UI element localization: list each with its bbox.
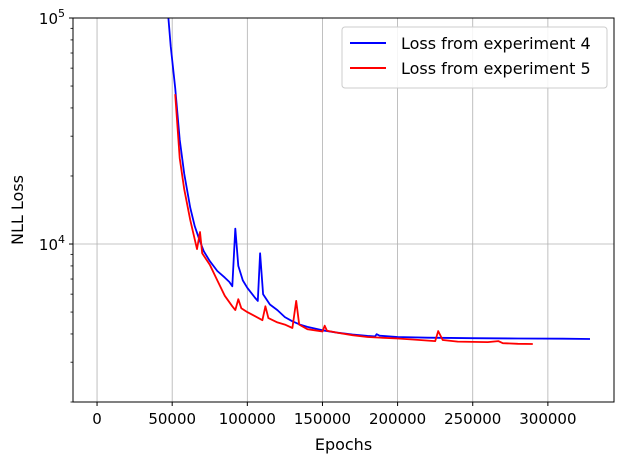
legend-label: Loss from experiment 4 — [401, 34, 591, 53]
x-tick-label: 250000 — [444, 410, 501, 428]
legend-label: Loss from experiment 5 — [401, 59, 591, 78]
x-tick-label: 100000 — [219, 410, 276, 428]
y-tick-label: 104 — [39, 233, 65, 254]
x-tick-label: 150000 — [294, 410, 351, 428]
y-tick-label: 105 — [39, 7, 65, 28]
x-tick-label: 50000 — [148, 410, 196, 428]
ticks-layer: 0 50000 100000 150000 200000 250000 300000 104 1… — [39, 7, 577, 428]
series-line-4 — [167, 18, 591, 340]
plot-frame — [72, 17, 615, 403]
legend: Loss from experiment 4 Loss from experime… — [341, 26, 608, 89]
x-axis-label: Epochs — [315, 435, 372, 454]
x-tick-label: 300000 — [519, 410, 576, 428]
series-layer — [167, 18, 591, 345]
y-axis-label: NLL Loss — [8, 175, 27, 245]
x-tick-label: 200000 — [369, 410, 426, 428]
x-tick-label: 0 — [92, 410, 102, 428]
series-line-5 — [174, 94, 533, 345]
legend-box — [341, 26, 608, 89]
